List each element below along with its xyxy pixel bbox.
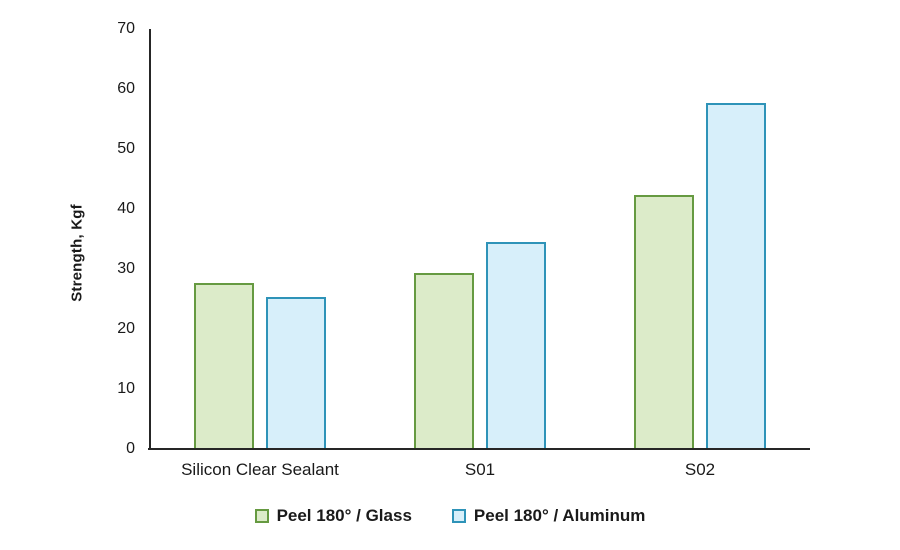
- bar-series2-cat2: [486, 242, 546, 449]
- y-tick-label: 10: [117, 380, 135, 397]
- y-tick-label: 0: [126, 440, 135, 457]
- category-label: S02: [684, 460, 716, 479]
- legend-swatch-icon: [254, 509, 269, 523]
- legend-swatch-icon: [451, 509, 466, 523]
- bar-series2-cat3: [706, 102, 766, 449]
- legend-label: Peel 180° / Glass: [276, 506, 412, 525]
- legend-label: Peel 180° / Aluminum: [473, 506, 646, 525]
- bar-series1-cat3: [634, 194, 694, 449]
- y-tick-label: 20: [117, 320, 135, 337]
- category-label: Silicon Clear Sealant: [181, 460, 339, 479]
- legend: Peel 180° / Glass Peel 180° / Aluminum: [0, 506, 900, 526]
- y-axis-line: [149, 29, 151, 450]
- y-tick-label: 70: [117, 20, 135, 37]
- legend-item: Peel 180° / Glass: [254, 506, 412, 526]
- y-tick-label: 40: [117, 200, 135, 217]
- y-tick-label: 50: [117, 140, 135, 157]
- y-tick-label: 30: [117, 260, 135, 277]
- x-axis-line: [148, 448, 810, 450]
- bar-series2-cat1: [266, 296, 326, 449]
- legend-item: Peel 180° / Aluminum: [451, 506, 646, 526]
- y-tick-label: 60: [117, 80, 135, 97]
- bar-series1-cat1: [194, 282, 254, 449]
- category-label: S01: [464, 460, 496, 479]
- bar-series1-cat2: [414, 273, 474, 449]
